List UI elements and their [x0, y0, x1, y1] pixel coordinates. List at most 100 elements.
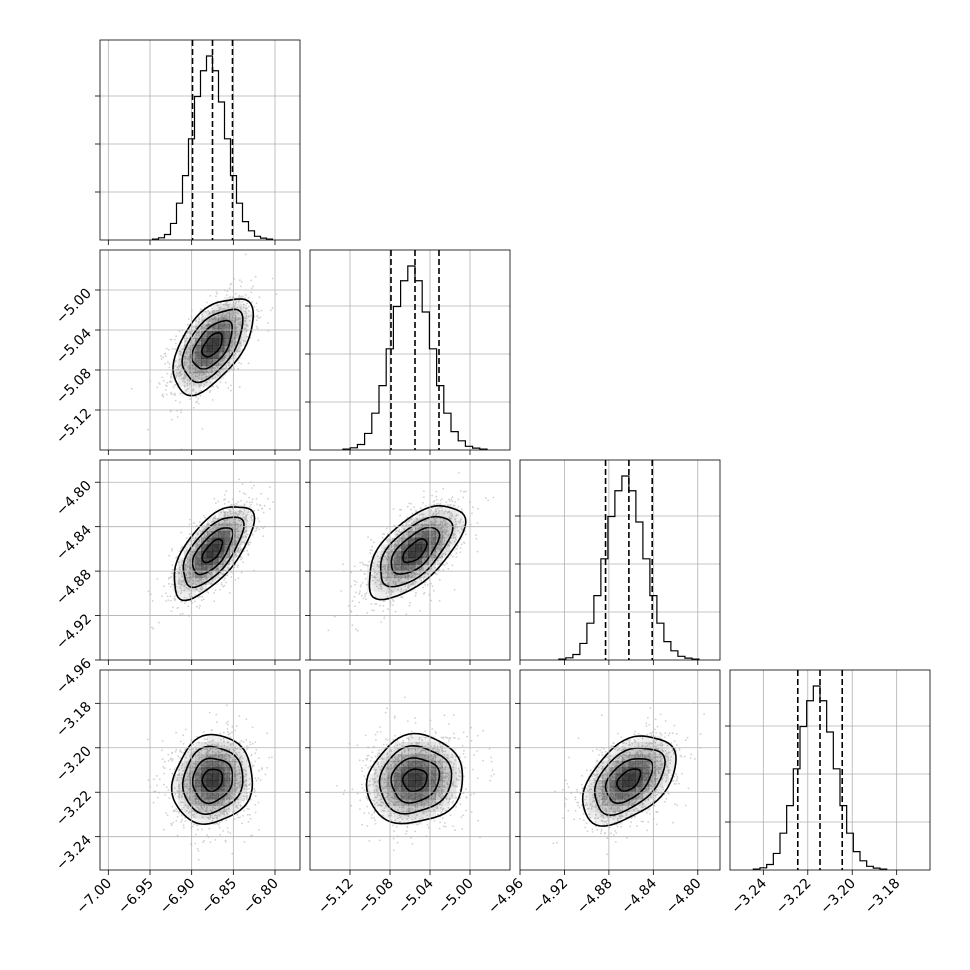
sample-point [207, 533, 210, 536]
sample-point [167, 577, 170, 580]
density-block [442, 551, 450, 559]
sample-point [163, 585, 166, 588]
sample-point [423, 490, 425, 493]
density-block [212, 517, 219, 525]
density-block [449, 511, 457, 519]
sample-point [209, 367, 212, 370]
sample-point [189, 540, 192, 542]
sample-point [434, 530, 437, 532]
density-block [241, 310, 248, 318]
sample-point [422, 586, 424, 589]
sample-point [195, 361, 197, 364]
sample-point [198, 345, 201, 348]
sample-point [224, 755, 227, 757]
sample-point [225, 536, 228, 539]
sample-point [237, 549, 240, 552]
sample-point [386, 551, 388, 554]
density-block [401, 577, 409, 585]
sample-point [208, 740, 211, 743]
sample-point [246, 302, 249, 305]
sample-point [178, 787, 181, 789]
sample-point [241, 557, 244, 559]
density-block [241, 511, 248, 519]
sample-point [225, 302, 228, 305]
density-block [229, 557, 236, 565]
density-block [189, 324, 196, 332]
sample-point [364, 595, 366, 598]
sample-point [185, 355, 187, 358]
sample-point [196, 325, 198, 328]
sample-point [185, 352, 188, 354]
density-block [195, 351, 202, 360]
sample-point [221, 313, 223, 316]
sample-point [221, 563, 224, 566]
sample-point [181, 575, 183, 578]
sample-point [195, 320, 198, 323]
sample-point [238, 294, 241, 297]
sample-point [224, 548, 227, 550]
sample-point [245, 530, 248, 532]
sample-point [386, 558, 389, 561]
sample-point [394, 543, 396, 546]
sample-point [455, 523, 458, 525]
sample-point [418, 572, 421, 575]
sample-point [176, 416, 179, 418]
sample-point [410, 508, 412, 511]
sample-point [188, 518, 191, 521]
sample-point [399, 531, 402, 534]
sample-point [435, 555, 437, 558]
sample-point [439, 503, 441, 506]
sample-point [235, 528, 238, 530]
sample-point [234, 331, 237, 334]
sample-point [267, 322, 269, 324]
sample-point [225, 343, 227, 346]
panel-frame [729, 669, 931, 871]
sample-point [209, 572, 211, 575]
sample-point [234, 314, 237, 317]
sample-point [163, 353, 166, 355]
sample-point [196, 400, 199, 403]
density-block [218, 365, 225, 373]
sample-point [353, 596, 356, 598]
density-block [189, 544, 196, 552]
sample-point [242, 512, 245, 515]
sample-point [391, 590, 393, 592]
density-block [195, 584, 202, 592]
sample-point [376, 563, 379, 566]
sample-point [260, 507, 263, 510]
sample-point [404, 575, 406, 578]
sample-point [230, 545, 233, 547]
sample-point [243, 316, 246, 319]
sample-point [399, 551, 402, 554]
sample-point [391, 538, 394, 540]
sample-point [225, 354, 227, 357]
sample-point [400, 508, 403, 511]
sample-point [209, 294, 212, 297]
sample-point [228, 327, 231, 329]
density-block [415, 511, 423, 519]
sample-point [193, 560, 196, 563]
sample-point [211, 311, 214, 314]
sample-point [197, 568, 200, 570]
hist-panel-1 [95, 39, 301, 241]
sample-point [448, 500, 451, 502]
sample-point [196, 577, 198, 579]
sample-point [418, 531, 420, 534]
sample-point [354, 583, 356, 586]
density-block [435, 557, 443, 565]
sample-point [231, 345, 234, 348]
sample-point [189, 368, 192, 370]
sample-point [229, 283, 232, 286]
sample-point [435, 498, 438, 501]
sample-point [207, 359, 210, 362]
sample-point [226, 545, 229, 548]
sample-point [213, 804, 215, 806]
sample-point [187, 365, 190, 368]
density-block [223, 338, 230, 346]
sample-point [229, 537, 232, 539]
sample-point [228, 553, 231, 555]
sample-point [188, 367, 191, 370]
sample-point [187, 358, 190, 361]
sample-point [187, 579, 190, 582]
density-block [387, 591, 395, 599]
